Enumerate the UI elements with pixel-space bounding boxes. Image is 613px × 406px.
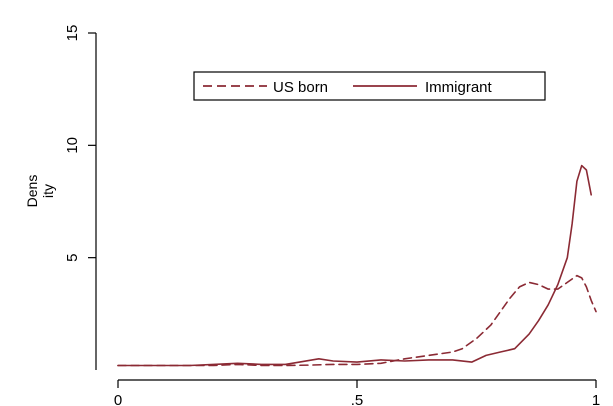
- legend-label-us-born: US born: [273, 79, 328, 96]
- legend: US born Immigrant: [193, 71, 546, 101]
- y-tick-label-0: 5: [64, 253, 81, 261]
- y-axis-title-line-2: ity: [40, 184, 56, 198]
- y-tick-label-2: 15: [64, 25, 81, 42]
- y-axis-title: Dens ity: [24, 175, 56, 208]
- series-line-us-born: [117, 274, 597, 367]
- series-group: [117, 164, 597, 367]
- y-axis-title-line-1: Dens: [24, 175, 40, 208]
- x-tick-label-2: 1: [592, 392, 600, 406]
- y-tick-label-1: 10: [64, 137, 81, 154]
- series-line-immigrant: [117, 164, 593, 367]
- x-tick-label-1: .5: [351, 392, 364, 406]
- x-tick-label-0: 0: [114, 392, 122, 406]
- legend-label-immigrant: Immigrant: [425, 79, 493, 96]
